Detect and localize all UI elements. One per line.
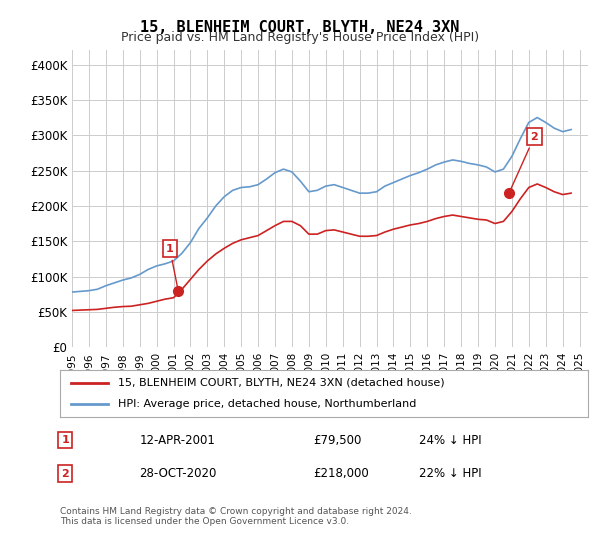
Text: Price paid vs. HM Land Registry's House Price Index (HPI): Price paid vs. HM Land Registry's House … xyxy=(121,31,479,44)
Text: 1: 1 xyxy=(166,244,178,288)
Text: 2: 2 xyxy=(510,132,538,190)
Text: 28-OCT-2020: 28-OCT-2020 xyxy=(139,467,217,480)
Text: 2: 2 xyxy=(61,469,69,479)
Text: 15, BLENHEIM COURT, BLYTH, NE24 3XN (detached house): 15, BLENHEIM COURT, BLYTH, NE24 3XN (det… xyxy=(118,378,445,388)
Text: £218,000: £218,000 xyxy=(313,467,369,480)
Text: HPI: Average price, detached house, Northumberland: HPI: Average price, detached house, Nort… xyxy=(118,399,416,409)
Text: 24% ↓ HPI: 24% ↓ HPI xyxy=(419,433,482,446)
Text: 22% ↓ HPI: 22% ↓ HPI xyxy=(419,467,482,480)
Text: 15, BLENHEIM COURT, BLYTH, NE24 3XN: 15, BLENHEIM COURT, BLYTH, NE24 3XN xyxy=(140,20,460,35)
Text: £79,500: £79,500 xyxy=(313,433,362,446)
Text: Contains HM Land Registry data © Crown copyright and database right 2024.
This d: Contains HM Land Registry data © Crown c… xyxy=(60,507,412,526)
Text: 1: 1 xyxy=(61,435,69,445)
Text: 12-APR-2001: 12-APR-2001 xyxy=(139,433,215,446)
